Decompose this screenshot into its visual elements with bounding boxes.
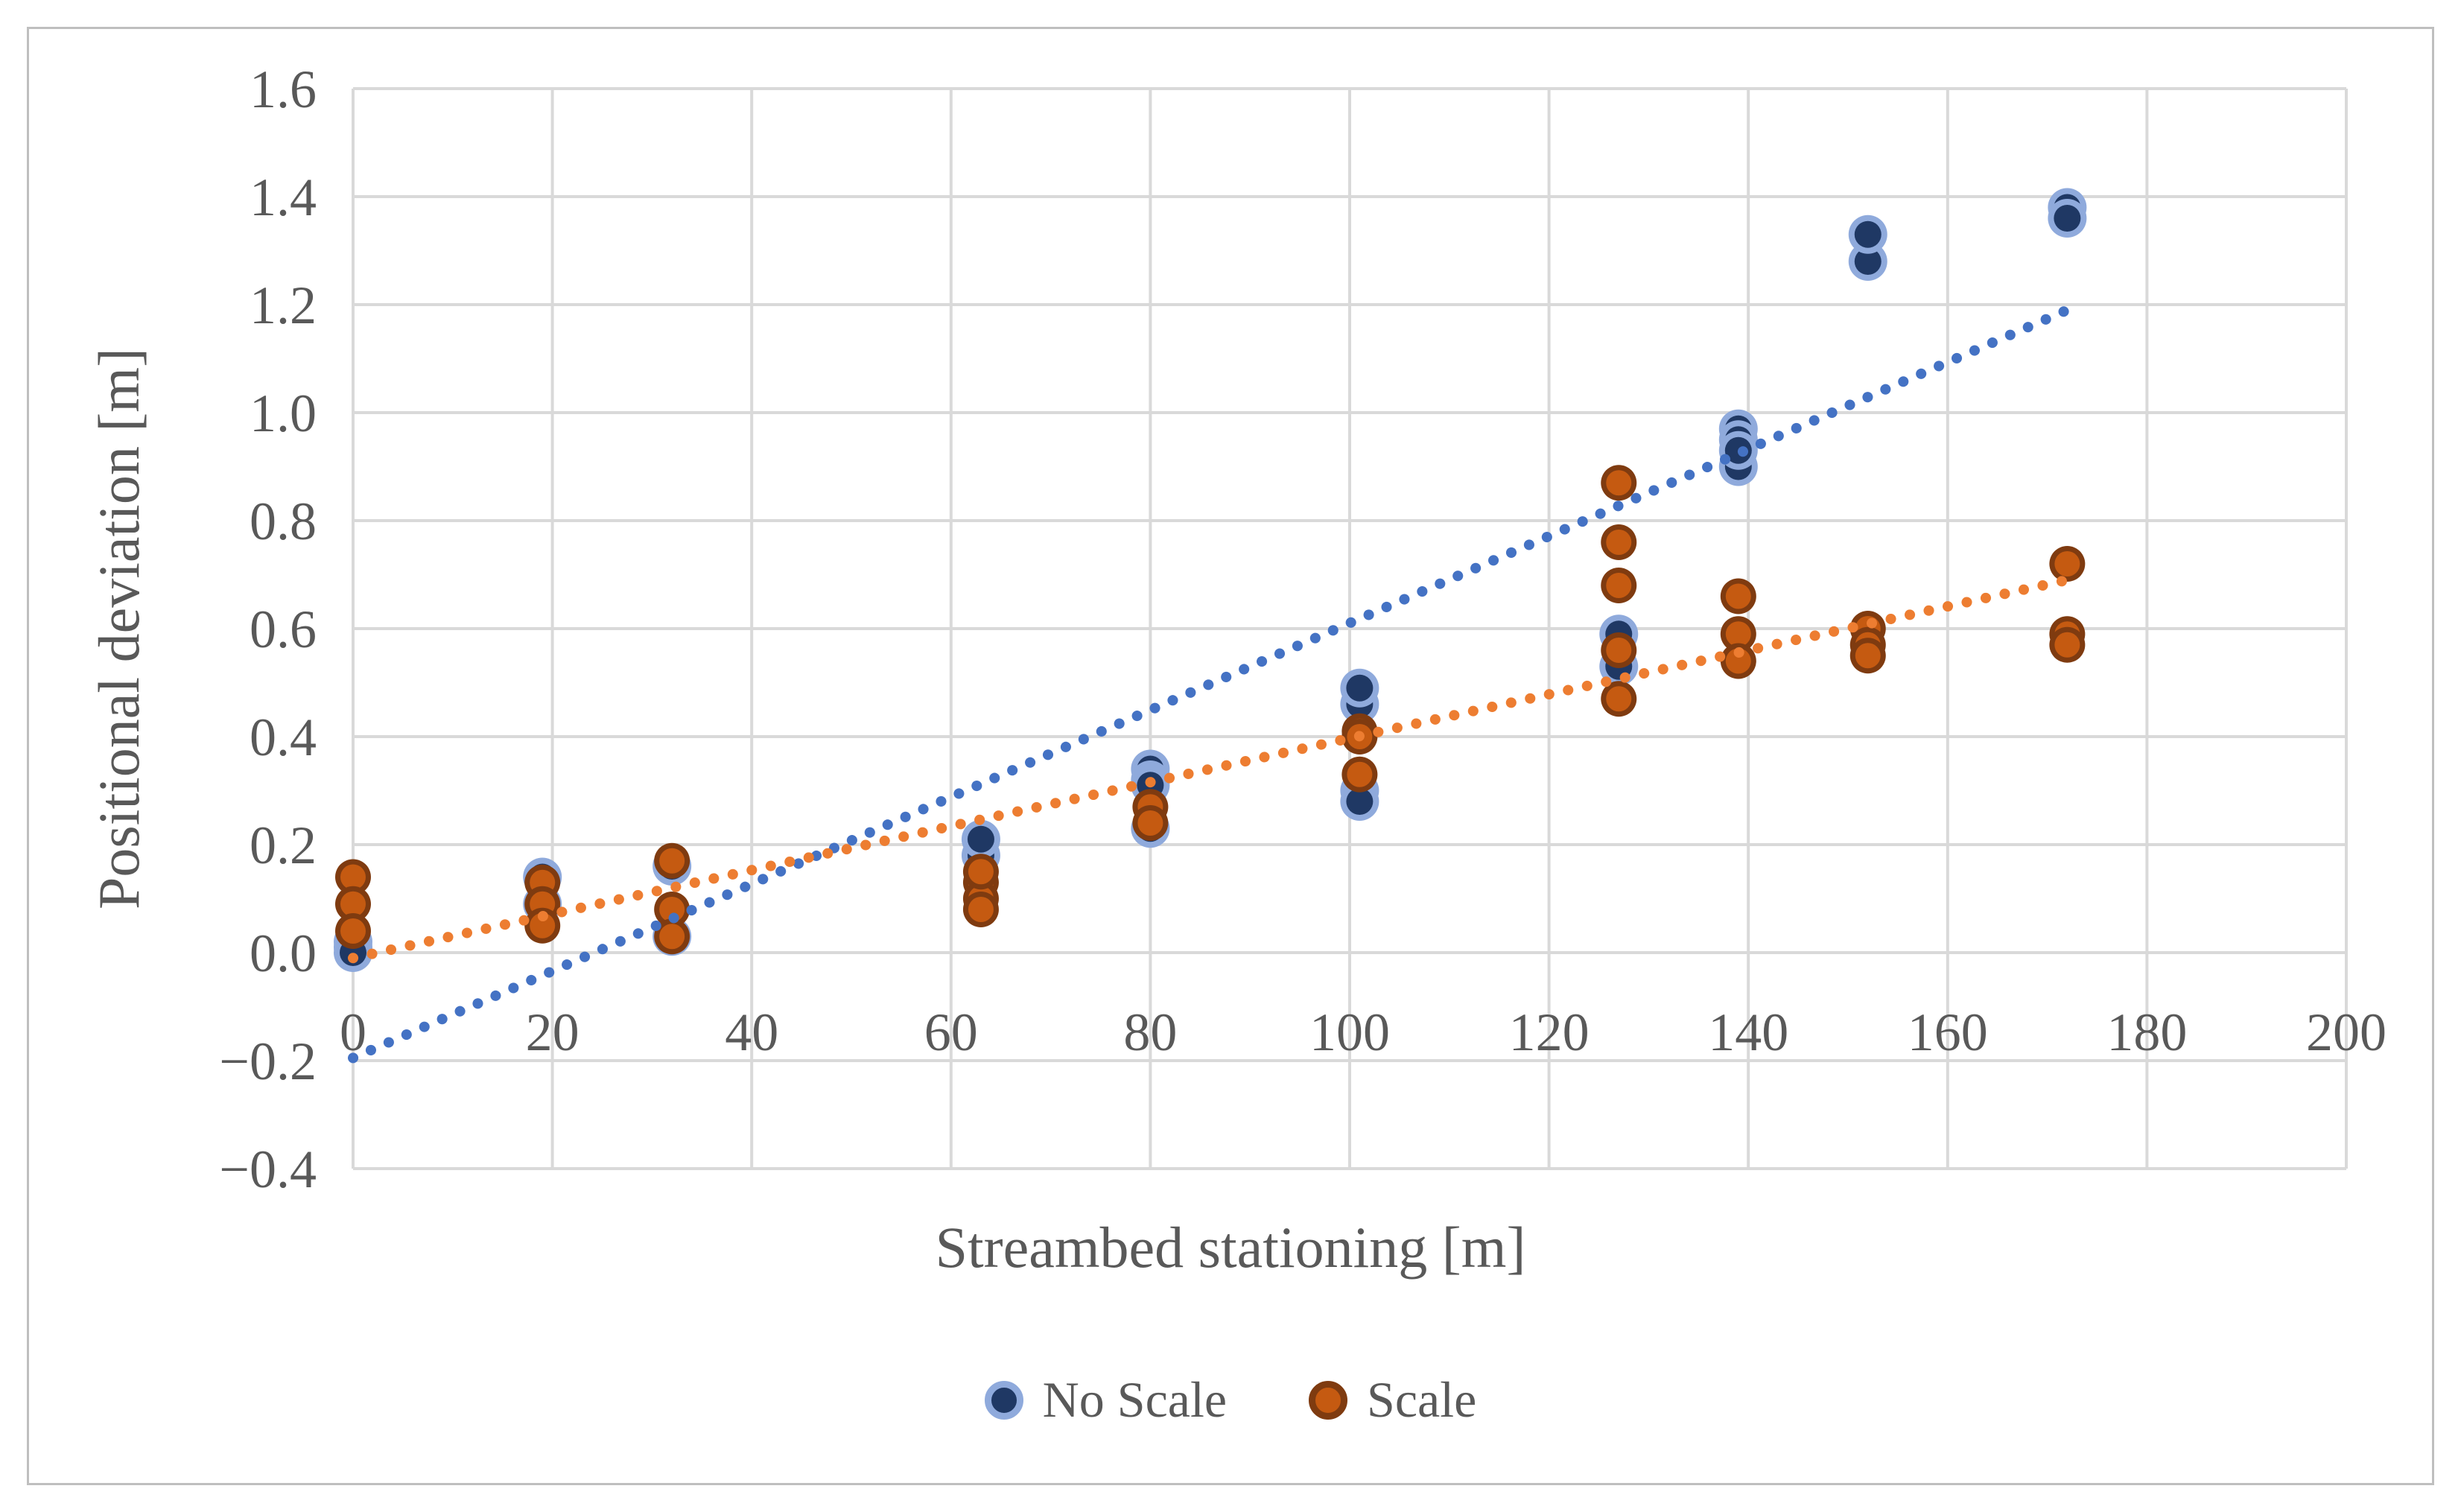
y-tick-label: −0.2 (219, 1032, 317, 1091)
no-scale-trendline (348, 305, 2073, 1064)
scale-point (1855, 643, 1881, 669)
y-tick-label: 1.0 (250, 384, 317, 443)
scale-point (968, 859, 994, 885)
scale-point (340, 864, 366, 890)
x-tick-label: 120 (1509, 1003, 1590, 1062)
x-tick-label: 180 (2106, 1003, 2187, 1062)
scale-point (2054, 551, 2080, 576)
y-tick-label: 1.6 (250, 60, 317, 119)
legend-label-no-scale: No Scale (1042, 1371, 1228, 1428)
y-tick-label: 0.4 (250, 708, 317, 767)
scale-point (1606, 470, 1632, 496)
legend-item-no-scale: No Scale (984, 1370, 1228, 1429)
scale-point (1606, 638, 1632, 663)
x-tick-label: 60 (924, 1003, 978, 1062)
y-tick-label: 1.2 (250, 276, 317, 335)
y-tick-label: 1.4 (250, 168, 317, 227)
scale-point (1725, 621, 1751, 647)
x-tick-label: 100 (1309, 1003, 1390, 1062)
y-tick-label: 0.6 (250, 600, 317, 659)
x-tick-label: 0 (340, 1003, 366, 1062)
no-scale-point (1346, 788, 1374, 815)
no-scale-point (1854, 248, 1882, 275)
no-scale-point (1854, 220, 1882, 248)
scale-point (1606, 573, 1632, 598)
scale-trendline (348, 574, 2073, 964)
scale-point (2054, 632, 2080, 658)
scale-point (1606, 530, 1632, 555)
y-tick-label: −0.4 (219, 1140, 317, 1199)
scale-point (530, 912, 556, 938)
x-tick-label: 160 (1908, 1003, 1988, 1062)
no-scale-marker-icon (984, 1380, 1023, 1420)
legend-item-scale: Scale (1309, 1370, 1476, 1429)
x-tick-label: 140 (1708, 1003, 1788, 1062)
scale-point (1606, 686, 1632, 712)
y-axis-title: Positional deviation [m] (86, 348, 151, 909)
no-scale-point (2054, 205, 2081, 232)
legend-label-scale: Scale (1367, 1371, 1477, 1428)
scale-point (659, 848, 685, 874)
chart-border (27, 27, 2434, 1485)
scale-point (1725, 648, 1751, 674)
scale-point (1347, 761, 1373, 787)
x-tick-label: 80 (1123, 1003, 1177, 1062)
x-tick-label: 200 (2306, 1003, 2387, 1062)
x-axis-title: Streambed stationing [m] (935, 1215, 1526, 1280)
scale-point (659, 924, 685, 950)
y-tick-label: 0.2 (250, 816, 317, 875)
y-tick-label: 0.0 (250, 924, 317, 983)
legend: No Scale Scale (0, 1370, 2461, 1429)
no-scale-point (1346, 674, 1374, 702)
no-scale-point (967, 825, 994, 853)
scale-point (340, 918, 366, 944)
x-tick-label: 20 (526, 1003, 579, 1062)
scale-point (1137, 810, 1163, 836)
x-tick-label: 40 (725, 1003, 778, 1062)
scale-marker-icon (1309, 1380, 1348, 1420)
scale-point (340, 891, 366, 917)
y-tick-label: 0.8 (250, 492, 317, 551)
scale-point (968, 897, 994, 922)
scale-point (1725, 583, 1751, 609)
